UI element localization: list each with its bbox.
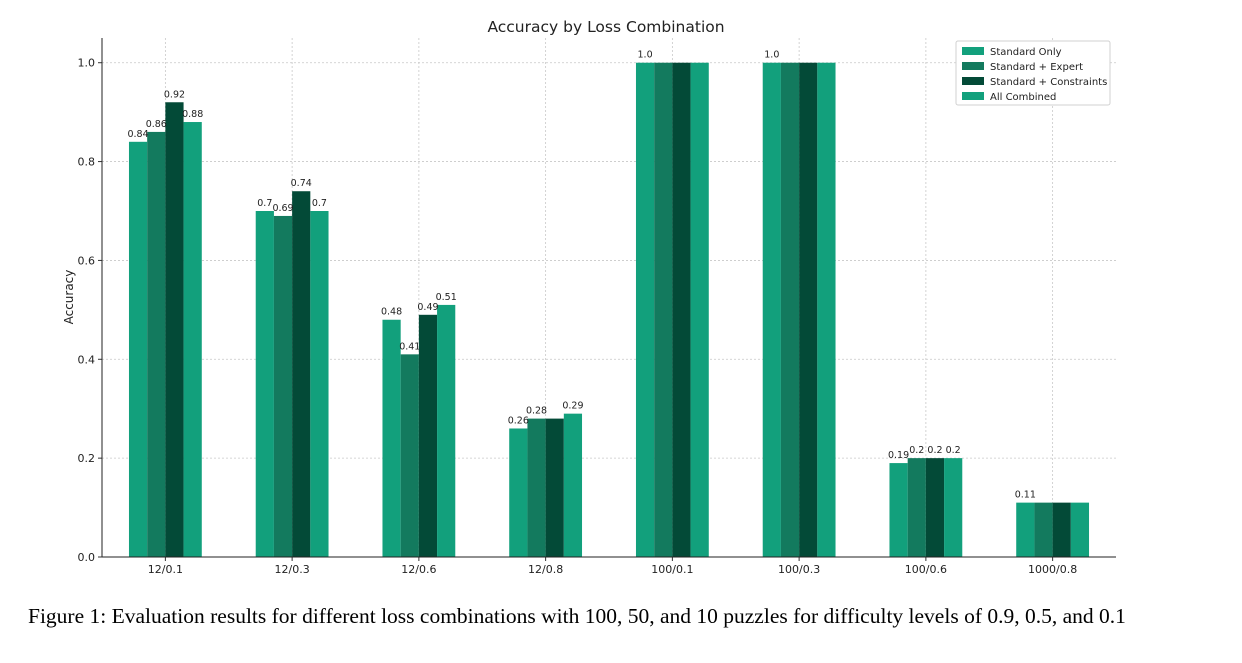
x-tick-label: 12/0.8	[528, 563, 563, 576]
bar-value-label: 0.2	[909, 445, 924, 456]
bar-value-label: 0.41	[399, 341, 420, 352]
bar-value-label: 0.88	[182, 109, 203, 120]
bar	[1070, 502, 1090, 557]
bar-value-label: 0.48	[381, 307, 402, 318]
bar	[418, 314, 438, 557]
bar-value-label: 0.28	[526, 406, 547, 417]
bar	[889, 463, 908, 557]
bar-value-label: 0.69	[272, 203, 293, 214]
legend-swatch	[962, 47, 984, 55]
bar	[907, 458, 926, 557]
bar	[255, 211, 274, 557]
y-tick-label: 0.4	[78, 353, 96, 366]
x-tick-label: 100/0.1	[651, 563, 693, 576]
bar	[128, 141, 148, 558]
bar	[165, 102, 184, 557]
y-tick-label: 1.0	[78, 57, 96, 70]
bar-value-label: 0.51	[436, 292, 457, 303]
bar	[1034, 502, 1053, 557]
x-tick-label: 12/0.1	[148, 563, 183, 576]
bar	[925, 458, 945, 557]
bar	[672, 62, 691, 557]
x-tick-label: 100/0.6	[905, 563, 947, 576]
bar	[183, 122, 202, 558]
bar-value-label: 0.19	[888, 450, 909, 461]
legend-entry: Standard Only	[990, 47, 1062, 58]
bar	[799, 62, 818, 557]
bar-value-label: 0.7	[312, 198, 327, 209]
bar	[437, 304, 456, 557]
chart-area: Accuracy by Loss Combination Accuracy 0.…	[62, 18, 1116, 576]
legend-entry: All Combined	[990, 92, 1056, 103]
bar	[292, 191, 311, 557]
bar	[400, 354, 419, 557]
legend-entry: Standard + Constraints	[990, 77, 1107, 88]
bar-value-label: 0.74	[291, 178, 312, 189]
bar	[817, 62, 836, 557]
bar-value-label: 1.0	[764, 50, 779, 61]
legend-swatch	[962, 62, 984, 70]
y-tick-label: 0.6	[78, 254, 96, 267]
bar	[563, 413, 583, 557]
bar	[654, 62, 673, 557]
bar	[545, 418, 564, 557]
bar	[762, 62, 781, 557]
figure-caption: Figure 1: Evaluation results for differe…	[28, 604, 1126, 628]
bar-value-label: 0.7	[257, 198, 272, 209]
bar-value-label: 0.29	[562, 401, 583, 412]
bar-value-label: 0.2	[946, 445, 961, 456]
bar-value-label: 0.2	[927, 445, 942, 456]
bar-value-label: 1.0	[638, 50, 653, 61]
x-tick-label: 12/0.3	[275, 563, 310, 576]
x-tick-label: 100/0.3	[778, 563, 820, 576]
bar-value-label: 0.11	[1015, 490, 1036, 501]
bar-value-label: 0.26	[508, 415, 529, 426]
bar	[780, 62, 800, 557]
y-tick-label: 0.8	[78, 156, 96, 169]
bar-value-label: 0.92	[164, 89, 185, 100]
x-tick-label: 1000/0.8	[1028, 563, 1077, 576]
legend-entry: Standard + Expert	[990, 62, 1083, 73]
bar	[1052, 502, 1071, 557]
legend-swatch	[962, 92, 984, 100]
bar-value-label: 0.84	[127, 129, 148, 140]
bar	[147, 131, 166, 557]
bar	[944, 458, 963, 557]
y-tick-label: 0.0	[78, 551, 96, 564]
y-axis-label: Accuracy	[62, 270, 76, 325]
bar	[690, 62, 709, 557]
bar	[527, 418, 546, 557]
x-tick-label: 12/0.6	[401, 563, 436, 576]
bar-value-label: 0.86	[146, 119, 167, 130]
accuracy-bar-chart: Accuracy by Loss Combination Accuracy 0.…	[62, 18, 1116, 576]
legend-box	[955, 40, 1111, 106]
bar	[1016, 502, 1035, 557]
y-tick-label: 0.2	[78, 452, 96, 465]
legend-swatch	[962, 77, 984, 85]
bar	[382, 319, 401, 557]
chart-title: Accuracy by Loss Combination	[487, 18, 724, 36]
bar	[273, 215, 293, 557]
bar	[310, 211, 329, 557]
bar	[509, 428, 528, 557]
bar	[635, 62, 655, 557]
bar-value-label: 0.49	[417, 302, 438, 313]
